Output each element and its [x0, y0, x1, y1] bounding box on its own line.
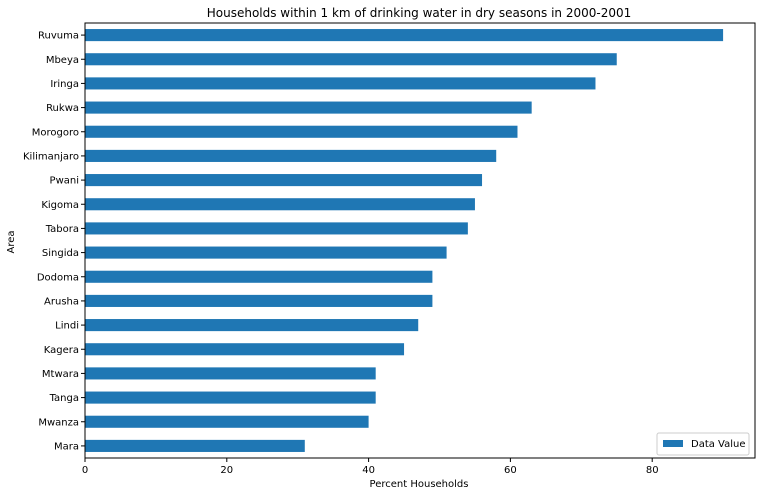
y-axis-label: Area	[6, 230, 17, 253]
bar	[85, 222, 468, 235]
bar	[85, 29, 724, 42]
bar	[85, 77, 596, 90]
x-tick-label: 80	[646, 465, 659, 476]
bar	[85, 294, 433, 307]
x-tick-label: 20	[220, 465, 233, 476]
y-tick-label: Iringa	[50, 79, 79, 90]
y-tick-label: Pwani	[50, 176, 79, 187]
y-tick-label: Dodoma	[37, 272, 79, 283]
y-tick-label: Kagera	[44, 345, 79, 356]
y-tick-label: Tanga	[49, 393, 79, 404]
bar	[85, 246, 447, 259]
bar	[85, 367, 376, 380]
bar	[85, 415, 369, 428]
bar	[85, 319, 419, 332]
bar	[85, 174, 483, 187]
legend: Data Value	[656, 432, 750, 456]
bars-layer	[85, 29, 724, 452]
axes-layer	[84, 22, 756, 459]
legend-swatch	[663, 440, 683, 447]
y-tick-label: Tabora	[45, 224, 79, 235]
bar	[85, 125, 518, 138]
legend-box	[656, 432, 750, 456]
bar	[85, 53, 617, 66]
bar	[85, 198, 475, 211]
y-tick-label: Mbeya	[46, 55, 79, 66]
ticks-layer: Ruvuma Mbeya Iringa Rukwa Morogoro Kilimanjar…	[23, 31, 659, 476]
x-tick-label: 60	[504, 465, 517, 476]
y-tick-label: Kilimanjaro	[23, 151, 79, 162]
y-tick-label: Ruvuma	[38, 31, 79, 42]
bar	[85, 343, 405, 356]
y-tick-label: Kigoma	[41, 200, 79, 211]
y-tick-label: Singida	[42, 248, 79, 259]
x-tick-label: 0	[82, 465, 88, 476]
bar	[85, 439, 305, 452]
plot-frame	[84, 22, 756, 459]
bar	[85, 270, 433, 283]
legend-label: Data Value	[691, 439, 746, 450]
bar	[85, 391, 376, 404]
y-tick-label: Arusha	[44, 296, 79, 307]
chart-title: Households within 1 km of drinking water…	[207, 6, 632, 20]
bar	[85, 149, 497, 162]
x-tick-label: 40	[362, 465, 375, 476]
bar	[85, 101, 532, 114]
y-tick-label: Lindi	[55, 321, 79, 332]
y-tick-label: Mara	[54, 441, 79, 452]
y-tick-label: Mwanza	[38, 417, 79, 428]
y-tick-label: Morogoro	[32, 127, 79, 138]
y-tick-label: Rukwa	[46, 103, 79, 114]
x-axis-label: Percent Households	[370, 479, 469, 490]
y-tick-label: Mtwara	[42, 369, 79, 380]
